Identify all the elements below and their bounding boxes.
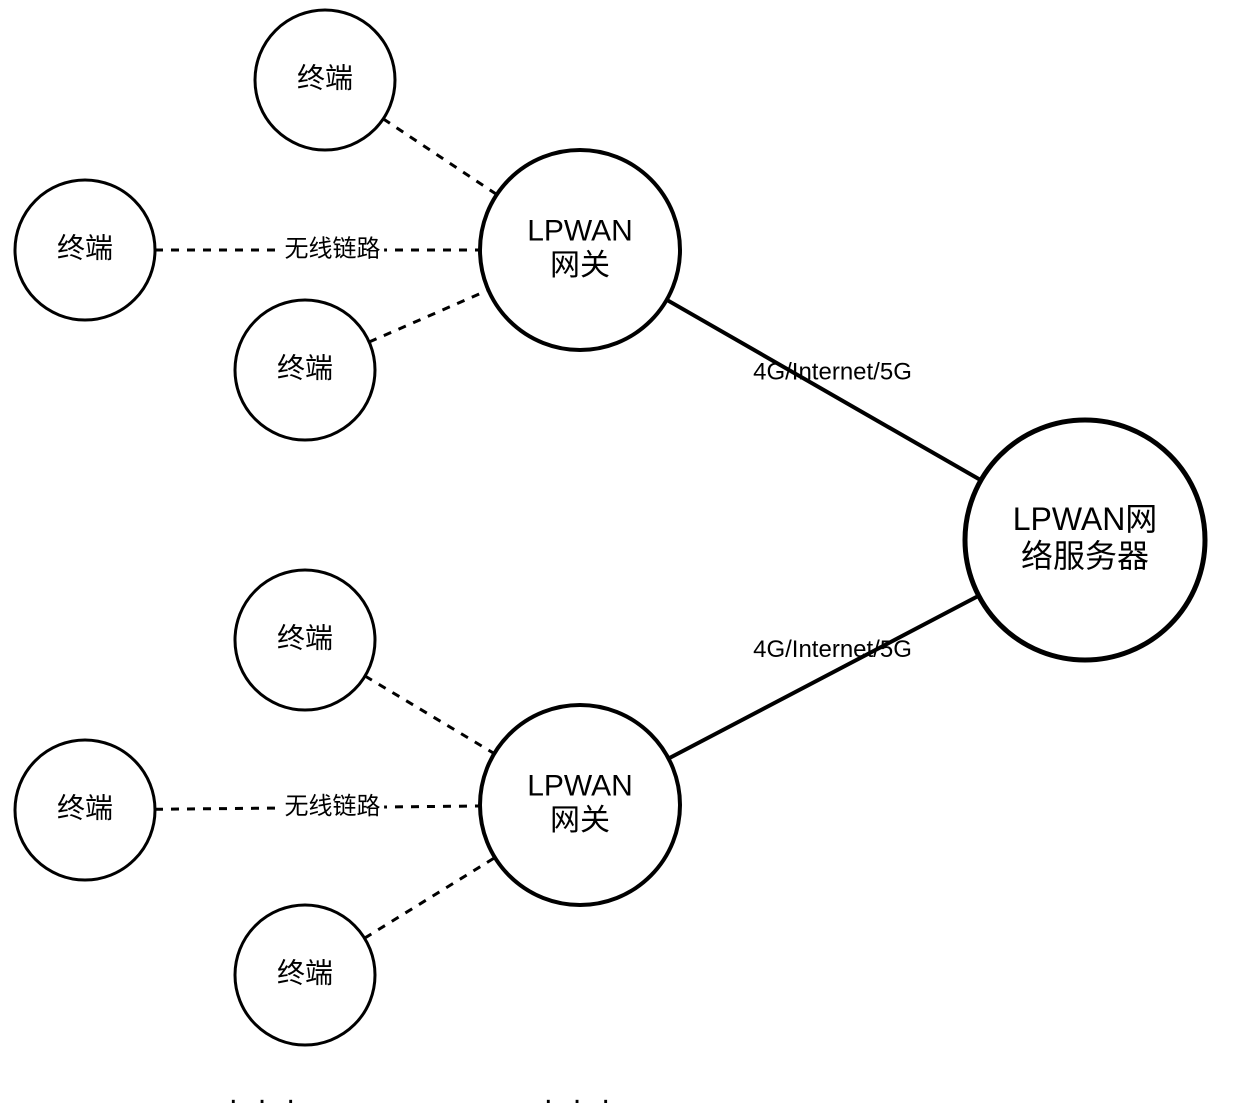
edge-gw2-srv xyxy=(669,596,979,759)
node-t2: 终端 xyxy=(15,180,155,320)
ellipsis: . . . xyxy=(544,1077,616,1110)
node-t1: 终端 xyxy=(255,10,395,150)
edge-t6-gw2 xyxy=(365,858,495,939)
edge-label: 无线链路 xyxy=(285,793,381,820)
edge-label: 4G/Internet/5G xyxy=(753,358,912,385)
node-t3: 终端 xyxy=(235,300,375,440)
network-diagram: 无线链路无线链路4G/Internet/5G4G/Internet/5G终端终端… xyxy=(0,0,1240,1116)
node-srv: LPWAN网络服务器 xyxy=(965,420,1205,660)
edge-label: 无线链路 xyxy=(285,235,381,262)
node-gw2: LPWAN网关 xyxy=(480,705,680,905)
node-label: 终端 xyxy=(277,622,333,653)
node-label: 网关 xyxy=(550,249,610,282)
edge-gw1-srv xyxy=(667,300,981,480)
node-label: LPWAN网 xyxy=(1013,501,1158,537)
node-t5: 终端 xyxy=(15,740,155,880)
node-label: LPWAN xyxy=(527,215,633,248)
node-label: LPWAN xyxy=(527,770,633,803)
node-label: 终端 xyxy=(277,957,333,988)
node-t6: 终端 xyxy=(235,905,375,1045)
node-t4: 终端 xyxy=(235,570,375,710)
node-label: 络服务器 xyxy=(1021,538,1149,574)
node-label: 终端 xyxy=(57,232,113,263)
edge-label: 4G/Internet/5G xyxy=(753,636,912,663)
node-label: 终端 xyxy=(297,62,353,93)
edge-t4-gw2 xyxy=(365,676,494,754)
node-label: 终端 xyxy=(57,792,113,823)
edge-t1-gw1 xyxy=(383,119,497,195)
node-label: 网关 xyxy=(550,804,610,837)
node-label: 终端 xyxy=(277,352,333,383)
ellipsis: . . . xyxy=(229,1077,301,1110)
edge-t3-gw1 xyxy=(369,290,488,342)
node-gw1: LPWAN网关 xyxy=(480,150,680,350)
